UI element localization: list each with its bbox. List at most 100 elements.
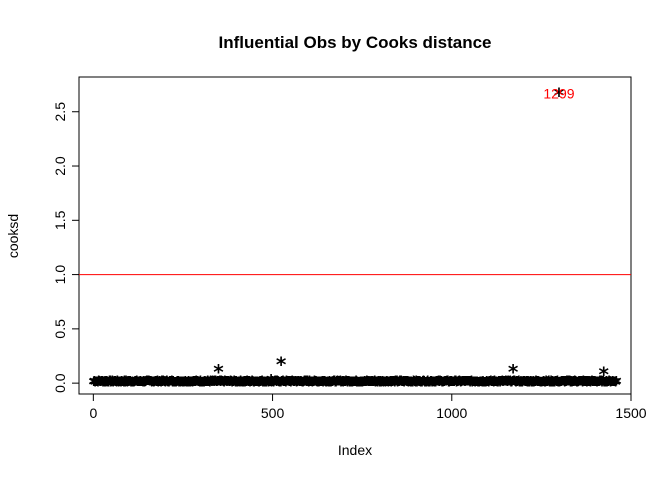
data-point: * bbox=[402, 373, 413, 397]
data-point: * bbox=[584, 372, 595, 396]
data-point: * bbox=[242, 372, 253, 396]
data-point: * bbox=[244, 372, 255, 396]
data-point: * bbox=[449, 373, 460, 397]
data-point: * bbox=[442, 372, 453, 396]
data-point: * bbox=[297, 373, 308, 397]
data-point: * bbox=[231, 372, 242, 396]
data-point: * bbox=[128, 373, 139, 397]
data-point: * bbox=[484, 372, 495, 396]
y-tick-label: 1.0 bbox=[52, 265, 68, 285]
data-point: * bbox=[416, 373, 427, 397]
data-point: * bbox=[142, 372, 153, 396]
data-point: * bbox=[504, 372, 515, 396]
data-point: * bbox=[180, 372, 191, 396]
data-point: * bbox=[423, 373, 434, 397]
data-point: * bbox=[221, 372, 232, 396]
data-point: * bbox=[292, 373, 303, 397]
data-point: * bbox=[126, 373, 137, 397]
data-point: * bbox=[337, 372, 348, 396]
data-point: * bbox=[365, 373, 376, 397]
data-point-notable: * bbox=[508, 360, 519, 384]
data-point: * bbox=[238, 373, 249, 397]
data-point: * bbox=[331, 373, 342, 397]
data-point: * bbox=[129, 372, 140, 396]
data-point: * bbox=[110, 372, 121, 396]
data-point: * bbox=[215, 372, 226, 396]
data-point: * bbox=[245, 373, 256, 397]
data-point: * bbox=[547, 372, 558, 396]
data-point: * bbox=[131, 372, 142, 396]
data-point: * bbox=[413, 372, 424, 396]
data-point: * bbox=[167, 373, 178, 397]
data-point: * bbox=[174, 373, 185, 397]
data-point: * bbox=[250, 372, 261, 396]
data-point: * bbox=[519, 372, 530, 396]
data-point: * bbox=[207, 372, 218, 396]
data-point: * bbox=[189, 372, 200, 396]
data-point: * bbox=[420, 373, 431, 397]
data-point: * bbox=[124, 372, 135, 396]
data-point: * bbox=[424, 373, 435, 397]
data-point: * bbox=[458, 372, 469, 396]
data-point: * bbox=[92, 372, 103, 396]
data-point: * bbox=[150, 372, 161, 396]
data-point: * bbox=[306, 373, 317, 397]
data-point: * bbox=[106, 373, 117, 397]
data-point: * bbox=[539, 372, 550, 396]
data-point: * bbox=[294, 372, 305, 396]
data-point: * bbox=[280, 373, 291, 397]
data-points: ****************************************… bbox=[88, 83, 622, 397]
data-point: * bbox=[235, 373, 246, 397]
data-point: * bbox=[257, 372, 268, 396]
data-point: * bbox=[330, 373, 341, 397]
data-point: * bbox=[253, 373, 264, 397]
data-point: * bbox=[498, 373, 509, 397]
data-point: * bbox=[433, 372, 444, 396]
data-point: * bbox=[133, 372, 144, 396]
data-point: * bbox=[394, 373, 405, 397]
data-point: * bbox=[423, 372, 434, 396]
data-point: * bbox=[425, 372, 436, 396]
data-point: * bbox=[217, 372, 228, 396]
data-point: * bbox=[496, 372, 507, 396]
data-point: * bbox=[194, 373, 205, 397]
data-point: * bbox=[249, 373, 260, 397]
data-point: * bbox=[271, 373, 282, 397]
data-point: * bbox=[286, 372, 297, 396]
data-point: * bbox=[260, 373, 271, 397]
data-point: * bbox=[151, 372, 162, 396]
data-point: * bbox=[529, 373, 540, 397]
data-point: * bbox=[494, 372, 505, 396]
data-point: * bbox=[514, 373, 525, 397]
data-point: * bbox=[535, 373, 546, 397]
data-point: * bbox=[326, 373, 337, 397]
data-point: * bbox=[301, 372, 312, 396]
data-point: * bbox=[560, 372, 571, 396]
data-point: * bbox=[288, 373, 299, 397]
data-point: * bbox=[398, 372, 409, 396]
data-point: * bbox=[480, 373, 491, 397]
data-point: * bbox=[134, 372, 145, 396]
data-point: * bbox=[582, 373, 593, 397]
data-point: * bbox=[268, 372, 279, 396]
y-tick-label: 0.0 bbox=[52, 373, 68, 393]
data-point: * bbox=[571, 373, 582, 397]
data-point: * bbox=[228, 372, 239, 396]
data-point: * bbox=[418, 372, 429, 396]
data-point: * bbox=[103, 373, 114, 397]
data-point: * bbox=[472, 373, 483, 397]
data-point: * bbox=[488, 373, 499, 397]
data-point: * bbox=[405, 373, 416, 397]
data-point: * bbox=[443, 372, 454, 396]
data-point: * bbox=[148, 373, 159, 397]
data-point: * bbox=[267, 372, 278, 396]
data-point: * bbox=[600, 373, 611, 397]
data-point: * bbox=[601, 372, 612, 396]
data-point: * bbox=[341, 372, 352, 396]
data-point: * bbox=[240, 372, 251, 396]
data-point: * bbox=[549, 373, 560, 397]
data-point: * bbox=[511, 372, 522, 396]
data-point: * bbox=[538, 373, 549, 397]
data-point: * bbox=[415, 372, 426, 396]
data-point: * bbox=[281, 373, 292, 397]
